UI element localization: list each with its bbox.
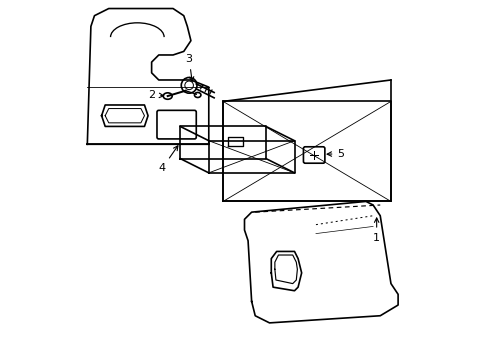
Text: 4: 4 [159, 146, 178, 173]
FancyBboxPatch shape [303, 147, 324, 163]
Ellipse shape [163, 93, 172, 99]
Text: 5: 5 [326, 149, 344, 159]
FancyBboxPatch shape [157, 111, 196, 139]
Text: 2: 2 [148, 90, 163, 100]
Text: 3: 3 [185, 54, 193, 81]
Text: 1: 1 [372, 218, 379, 243]
Ellipse shape [194, 93, 201, 98]
